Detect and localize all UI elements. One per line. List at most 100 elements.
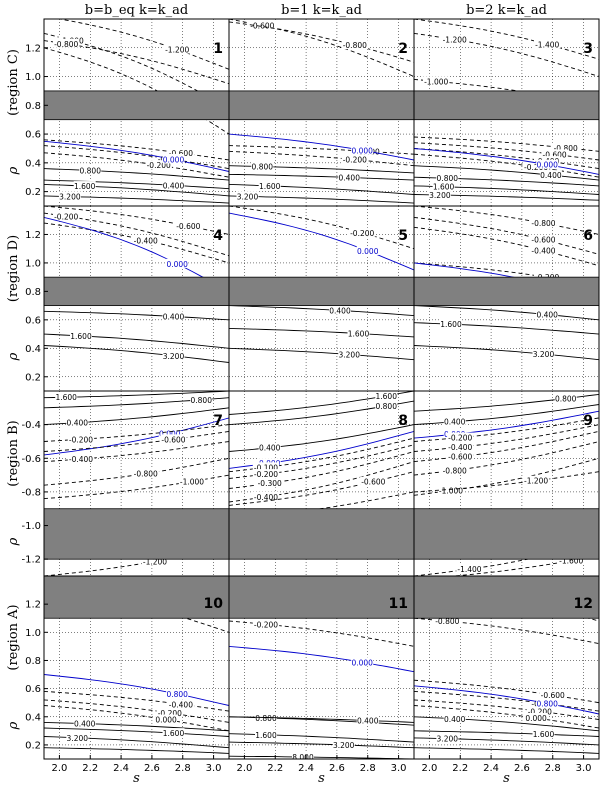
panel-number: 5	[398, 228, 408, 244]
contour-line	[414, 685, 599, 715]
contour-label: 0.400	[540, 171, 562, 180]
contour-label: 0.000	[166, 260, 188, 269]
contour-label-bg	[66, 732, 89, 742]
contour-label-bg	[536, 309, 559, 319]
contour-line	[44, 139, 229, 161]
contour-label-bg	[58, 191, 81, 201]
panel-6: -0.800-0.600-0.400-0.2000.0000.8000.4001…	[414, 206, 599, 391]
contour-label: 0.800	[166, 690, 188, 699]
contour-line	[414, 165, 599, 181]
x-tick-label: 2.4	[298, 763, 314, 774]
contour-label-bg	[522, 161, 550, 171]
contour-line	[44, 690, 229, 712]
contour-line	[414, 345, 599, 361]
contour-line	[44, 747, 229, 754]
contour-label: 0.800	[437, 174, 459, 183]
contour-label-bg	[536, 159, 559, 169]
contour-label: 0.400	[444, 418, 466, 427]
panel-number: 2	[398, 41, 408, 57]
contour-line	[44, 721, 229, 732]
excluded-band	[229, 90, 414, 121]
y-tick-label: 0.6	[25, 315, 41, 326]
contour-label: 0.400	[163, 181, 185, 190]
y-tick-label: 0.2	[25, 372, 41, 383]
contour-label: -0.600	[250, 22, 274, 31]
contour-line	[229, 645, 414, 673]
contour-label: 1.600	[440, 320, 462, 329]
contour-line	[229, 206, 414, 250]
contour-label-bg	[79, 165, 102, 175]
contour-label-bg	[175, 221, 202, 231]
contour-label-bg	[436, 733, 459, 743]
contour-line	[414, 699, 599, 721]
contour-label: 1.600	[70, 332, 92, 341]
y-tick-label: -0.8	[21, 487, 41, 498]
contour-line	[414, 679, 599, 704]
contour-label: -0.200	[528, 707, 552, 716]
contour-line	[414, 471, 599, 493]
contour-label-bg	[162, 311, 185, 321]
contour-line	[414, 404, 599, 426]
rho-label: ρ	[6, 721, 21, 730]
contour-label: -0.400	[254, 493, 278, 502]
y-tick-label: -1.0	[21, 521, 41, 532]
x-tick-label: 2.0	[51, 763, 67, 774]
contour-line	[44, 705, 229, 732]
contour-line	[44, 727, 229, 737]
y-tick-label: 1.0	[25, 258, 41, 269]
contour-line	[229, 755, 414, 759]
contour-label: 1.600	[55, 393, 77, 402]
x-tick-label: 2.2	[267, 763, 283, 774]
contour-label-bg	[437, 485, 465, 495]
contour-line	[414, 226, 599, 267]
panel-3: -1.200-1.400-1.000-0.800-0.600-0.400-0.2…	[414, 19, 599, 206]
contour-label-bg	[375, 391, 398, 400]
contour-line	[44, 430, 229, 452]
contour-label-bg	[351, 145, 374, 155]
contour-label-bg	[236, 191, 259, 201]
contour-label: 0.400	[357, 717, 379, 726]
contour-label-bg	[534, 39, 561, 49]
contour-label-bg	[436, 173, 459, 183]
contour-label: 1.600	[348, 330, 370, 339]
contour-label-bg	[252, 491, 280, 501]
contour-label-bg	[443, 416, 466, 426]
contour-label: -0.200	[69, 435, 93, 444]
contour-label-bg	[167, 699, 195, 709]
contour-label-bg	[532, 729, 555, 739]
contour-line	[414, 206, 599, 235]
contour-label: 3.200	[437, 735, 459, 744]
panel-number: 7	[213, 413, 223, 429]
x-tick-label: 2.4	[113, 763, 129, 774]
contour-label-bg	[145, 160, 172, 170]
contour-label-bg	[164, 44, 191, 54]
contour-label-bg	[66, 417, 89, 427]
excluded-band	[44, 576, 229, 619]
panel-1: -1.000-0.800-1.200-0.600-0.400-0.2000.00…	[44, 19, 229, 206]
excluded-band	[414, 508, 599, 560]
contour-label: -0.200	[158, 709, 182, 718]
contour-label: 0.400	[67, 419, 89, 428]
contour-label-bg	[530, 234, 557, 244]
contour-label-bg	[70, 330, 92, 340]
contour-label: -1.600	[559, 557, 583, 566]
contour-label: -0.600	[161, 435, 185, 444]
excluded-band	[44, 508, 229, 560]
contour-label: 0.400	[74, 720, 96, 729]
contour-label: 0.800	[555, 394, 577, 403]
contour-label: -1.000	[424, 77, 448, 86]
contour-label: -0.100	[254, 463, 278, 472]
panel-4: -0.200-0.600-0.4000.0000.8000.4001.6003.…	[44, 206, 229, 391]
contour-label: 8.000	[292, 753, 314, 762]
contour-label: 1.600	[433, 183, 455, 192]
y-tick-label: 0.8	[25, 287, 41, 298]
contour-label: -0.600	[169, 149, 193, 158]
contour-label-bg	[532, 349, 555, 359]
contour-label: 0.400	[536, 311, 558, 320]
contour-label: 0.800	[191, 396, 213, 405]
panel-8: 1.6000.8000.4000.000-0.100-0.200-0.300-0…	[229, 391, 414, 576]
contour-label-bg	[249, 20, 276, 30]
contour-label: 3.200	[429, 191, 451, 200]
contour-label-bg	[447, 442, 474, 452]
